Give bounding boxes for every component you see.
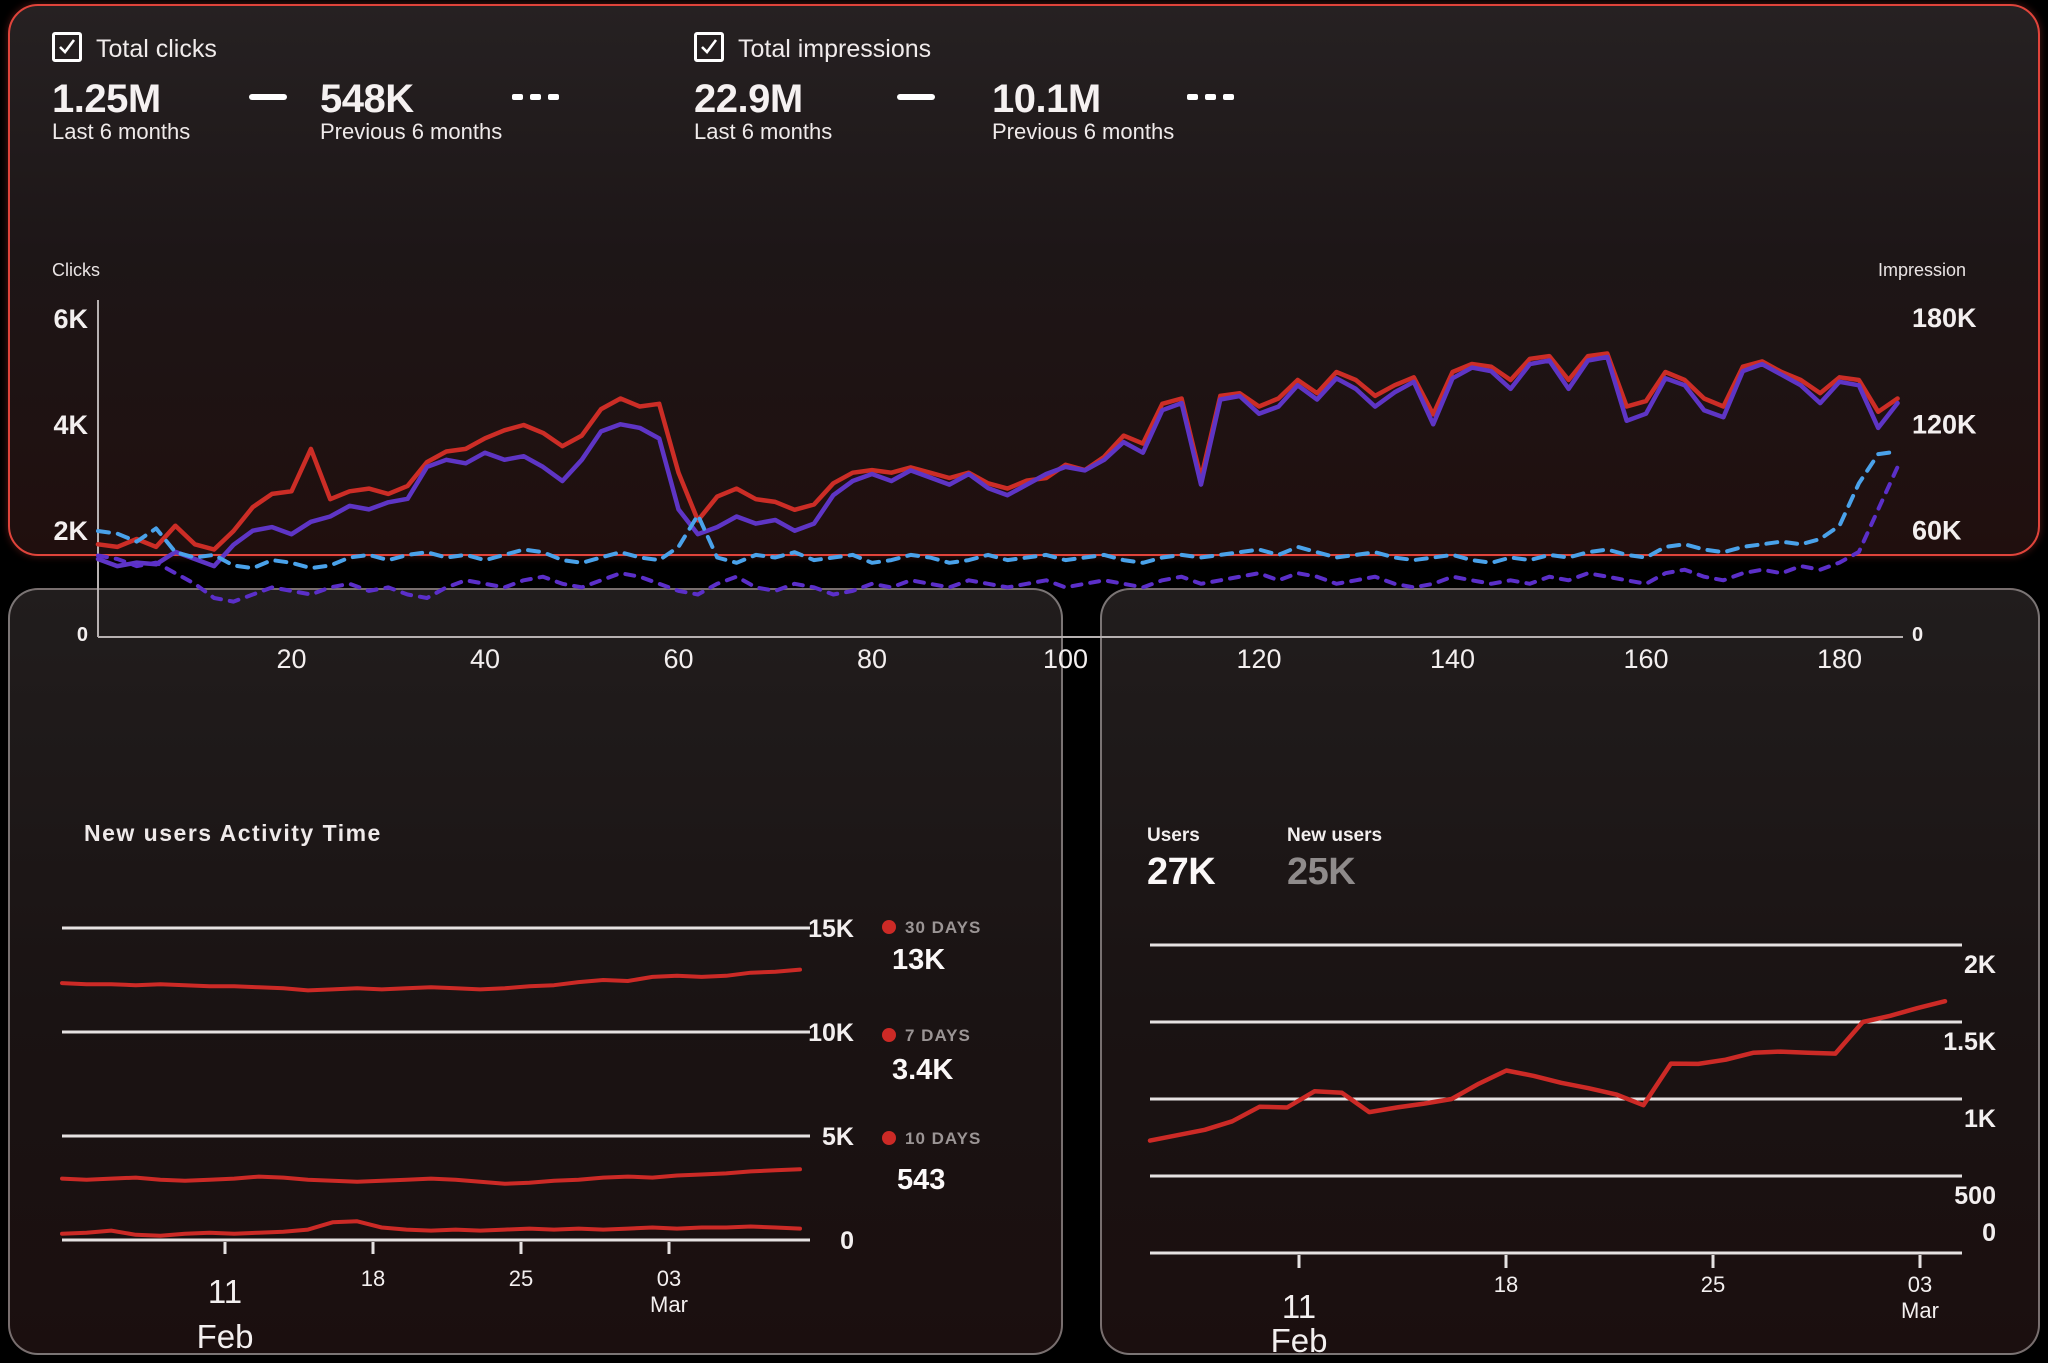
total-clicks-label: Total clicks bbox=[96, 35, 217, 63]
solid-line-icon bbox=[249, 94, 287, 100]
solid-line-icon bbox=[897, 94, 935, 100]
clicks-axis-title: Clicks bbox=[52, 260, 100, 280]
checkbox-checked-icon[interactable] bbox=[694, 32, 724, 62]
impressions-previous-caption: Previous 6 months bbox=[992, 119, 1175, 144]
dashed-line-icon bbox=[1187, 94, 1234, 100]
red-dot-icon bbox=[882, 1028, 896, 1042]
total-impressions-label: Total impressions bbox=[738, 35, 932, 63]
clicks-current-value: 1.25M bbox=[52, 77, 161, 121]
users-card: Users 27K New users 25K bbox=[1100, 588, 2040, 1355]
new-users-stat-label: New users bbox=[1287, 825, 1383, 846]
activity-title: New users Activity Time bbox=[84, 820, 382, 846]
clicks-previous-caption: Previous 6 months bbox=[320, 119, 503, 144]
impressions-current-value: 22.9M bbox=[694, 77, 803, 121]
impressions-previous-value: 10.1M bbox=[992, 77, 1101, 121]
users-stat-label: Users bbox=[1147, 825, 1200, 846]
activity-card: New users Activity Time 30 DAYS 13K 7 DA… bbox=[8, 588, 1063, 1355]
new-users-stat-value: 25K bbox=[1287, 851, 1356, 893]
impressions-current-caption: Last 6 months bbox=[694, 119, 833, 144]
impression-axis-title: Impression bbox=[1878, 260, 1967, 280]
total-impressions-checkbox[interactable] bbox=[694, 32, 724, 62]
performance-card: Total clicks 1.25M 548K Last 6 months Pr… bbox=[8, 4, 2040, 556]
legend-label-30-days: 30 DAYS bbox=[905, 918, 982, 937]
check-icon bbox=[701, 39, 718, 54]
legend-label-10-days: 10 DAYS bbox=[905, 1129, 982, 1148]
red-dot-icon bbox=[882, 920, 896, 934]
users-stat-value: 27K bbox=[1147, 851, 1216, 893]
legend-label-7-days: 7 DAYS bbox=[905, 1026, 971, 1045]
dashed-line-icon bbox=[512, 94, 559, 100]
red-dot-icon bbox=[882, 1131, 896, 1145]
legend-value-30-days: 13K bbox=[892, 944, 946, 976]
checkbox-checked-icon[interactable] bbox=[52, 32, 82, 62]
legend-value-7-days: 3.4K bbox=[892, 1054, 954, 1086]
total-clicks-checkbox[interactable] bbox=[52, 32, 82, 62]
clicks-previous-value: 548K bbox=[320, 77, 414, 121]
clicks-current-caption: Last 6 months bbox=[52, 119, 191, 144]
check-icon bbox=[59, 39, 76, 54]
legend-value-10-days: 543 bbox=[897, 1164, 946, 1196]
